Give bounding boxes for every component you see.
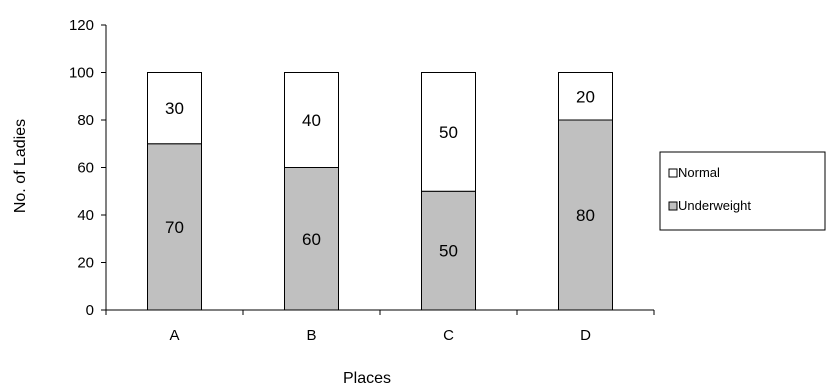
legend-label-normal: Normal (678, 165, 720, 180)
data-label-underweight-b: 60 (302, 230, 321, 249)
bar-normal-a (147, 72, 202, 145)
y-axis-title: No. of Ladies (12, 119, 29, 213)
data-label-normal-b: 40 (302, 111, 321, 130)
data-label-underweight-a: 70 (165, 218, 184, 237)
x-axis: A B C D (105, 309, 655, 344)
y-tick-label: 20 (77, 255, 94, 272)
bar-normal-b (284, 72, 339, 168)
x-tick-label-b: B (306, 327, 316, 344)
legend-box (659, 151, 826, 231)
y-axis: 0 20 40 60 80 100 120 (69, 17, 107, 319)
legend-swatch-underweight (668, 201, 678, 211)
data-label-underweight-d: 80 (576, 206, 595, 225)
bar-normal-c (421, 72, 476, 192)
y-tick-label: 120 (69, 17, 94, 34)
x-tick-label-d: D (580, 327, 591, 344)
x-axis-title: Places (343, 370, 391, 387)
x-tick-label-c: C (443, 327, 454, 344)
legend-swatch-normal (668, 168, 678, 178)
legend-label-underweight: Underweight (678, 198, 751, 213)
bar-underweight-a (147, 143, 202, 311)
legend: Normal Underweight (659, 151, 826, 231)
data-label-normal-c: 50 (439, 123, 458, 142)
bar-normal-d (558, 72, 613, 121)
y-tick-label: 60 (77, 160, 94, 177)
y-tick-label: 40 (77, 207, 94, 224)
y-tick-label: 100 (69, 65, 94, 82)
data-label-normal-d: 20 (576, 87, 595, 106)
bar-underweight-c (421, 190, 476, 311)
data-label-underweight-c: 50 (439, 242, 458, 261)
data-label-normal-a: 30 (165, 99, 184, 118)
y-tick-label: 0 (86, 302, 94, 319)
y-tick-label: 80 (77, 112, 94, 129)
plot-area: 70 30 60 40 50 50 80 20 (147, 72, 613, 311)
x-tick-label-a: A (169, 327, 179, 344)
